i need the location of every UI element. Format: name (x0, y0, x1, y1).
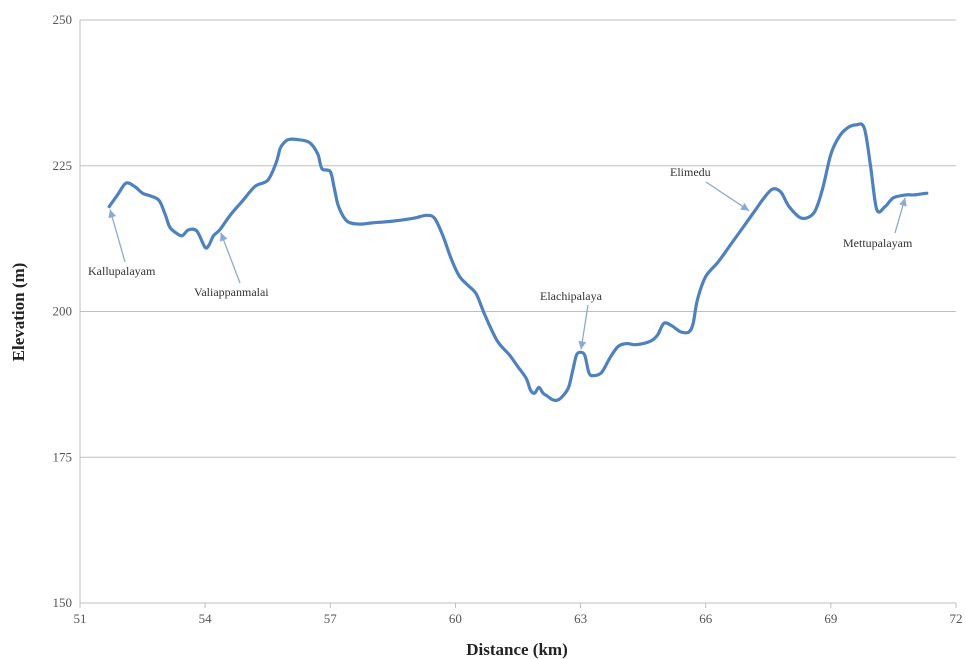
y-tick-label: 175 (53, 449, 73, 464)
elevation-series-line (107, 122, 929, 403)
x-tick-label: 60 (449, 611, 462, 626)
y-tick-label: 250 (53, 12, 73, 27)
y-tick-label: 225 (53, 158, 73, 173)
annotation-arrowhead (740, 202, 750, 211)
annotations: Kallupalayam Valiappanmalai Elachipalaya El… (88, 165, 913, 350)
annotation-label: Elachipalaya (540, 289, 603, 303)
x-tick-label: 72 (950, 611, 963, 626)
y-axis-title: Elevation (m) (9, 263, 28, 362)
x-axis-title: Distance (km) (466, 640, 568, 659)
annotation-label: Kallupalayam (88, 264, 156, 278)
x-tick-label: 69 (824, 611, 837, 626)
annotation-arrowhead (899, 197, 907, 207)
x-tick-label: 54 (199, 611, 213, 626)
annotation-label: Mettupalayam (843, 236, 913, 250)
tick-labels: 150 175 200 225 250 51 54 57 60 63 66 69 72 (53, 12, 963, 626)
annotation-label: Valiappanmalai (194, 285, 269, 299)
annotation-arrow (705, 181, 750, 212)
y-tick-label: 200 (53, 304, 73, 319)
annotation-label: Elimedu (670, 165, 711, 179)
annotation-arrow (109, 209, 126, 263)
x-tick-label: 57 (324, 611, 338, 626)
x-tick-label: 66 (699, 611, 713, 626)
annotation-arrowhead (219, 232, 228, 242)
x-tick-label: 63 (574, 611, 587, 626)
series-layer (107, 122, 929, 403)
gridlines (80, 19, 956, 458)
y-tick-label: 150 (53, 595, 73, 610)
annotation-arrowhead (578, 340, 587, 350)
x-tick-label: 51 (74, 611, 87, 626)
annotation-arrow (220, 232, 241, 284)
annotation-arrowhead (108, 209, 117, 219)
axes (79, 20, 957, 608)
